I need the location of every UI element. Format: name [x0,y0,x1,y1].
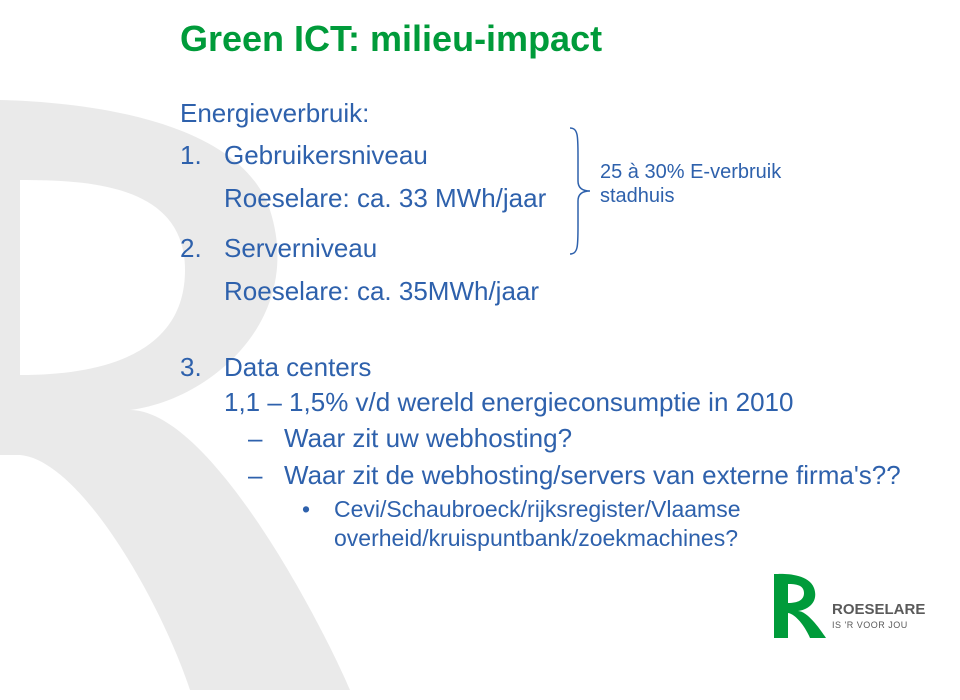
item-detail: Roeselare: ca. 35MWh/jaar [180,275,920,308]
item-detail: 1,1 – 1,5% v/d wereld energieconsumptie … [224,386,920,419]
ordered-list: Gebruikersniveau [180,139,920,172]
list-item-1: Gebruikersniveau [180,139,920,172]
ordered-list: Data centers 1,1 – 1,5% v/d wereld energ… [180,351,920,553]
sub-item: Waar zit de webhosting/servers van exter… [224,459,920,492]
sub-list: Waar zit uw webhosting? Waar zit de webh… [224,422,920,491]
item-head: Serverniveau [224,233,377,263]
annotation-text: 25 à 30% E-verbruik stadhuis [600,160,781,208]
subtitle: Energieverbruik: [180,98,920,129]
logo-tagline: IS 'R VOOR JOU [832,620,908,630]
ordered-list: Serverniveau [180,232,920,265]
item-head: Data centers [224,352,371,382]
item-detail: Roeselare: ca. 33 MWh/jaar [180,182,920,215]
list-item-3: Data centers 1,1 – 1,5% v/d wereld energ… [180,351,920,553]
brace-icon [564,126,594,256]
slide-content: Green ICT: milieu-impact Energieverbruik… [180,18,920,565]
sub2-item: Cevi/Schaubroeck/rijksregister/Vlaamse o… [224,495,920,553]
logo-icon: ROESELARE IS 'R VOOR JOU [772,570,932,640]
page-title: Green ICT: milieu-impact [180,18,920,60]
annotation-line: stadhuis [600,185,675,207]
item-head: Gebruikersniveau [224,140,428,170]
annotation-line: 25 à 30% E-verbruik [600,161,781,183]
sub-item: Waar zit uw webhosting? [224,422,920,455]
sub2-list: Cevi/Schaubroeck/rijksregister/Vlaamse o… [224,495,920,553]
roeselare-logo: ROESELARE IS 'R VOOR JOU [772,570,932,640]
list-item-2: Serverniveau [180,232,920,265]
logo-name: ROESELARE [832,601,925,618]
